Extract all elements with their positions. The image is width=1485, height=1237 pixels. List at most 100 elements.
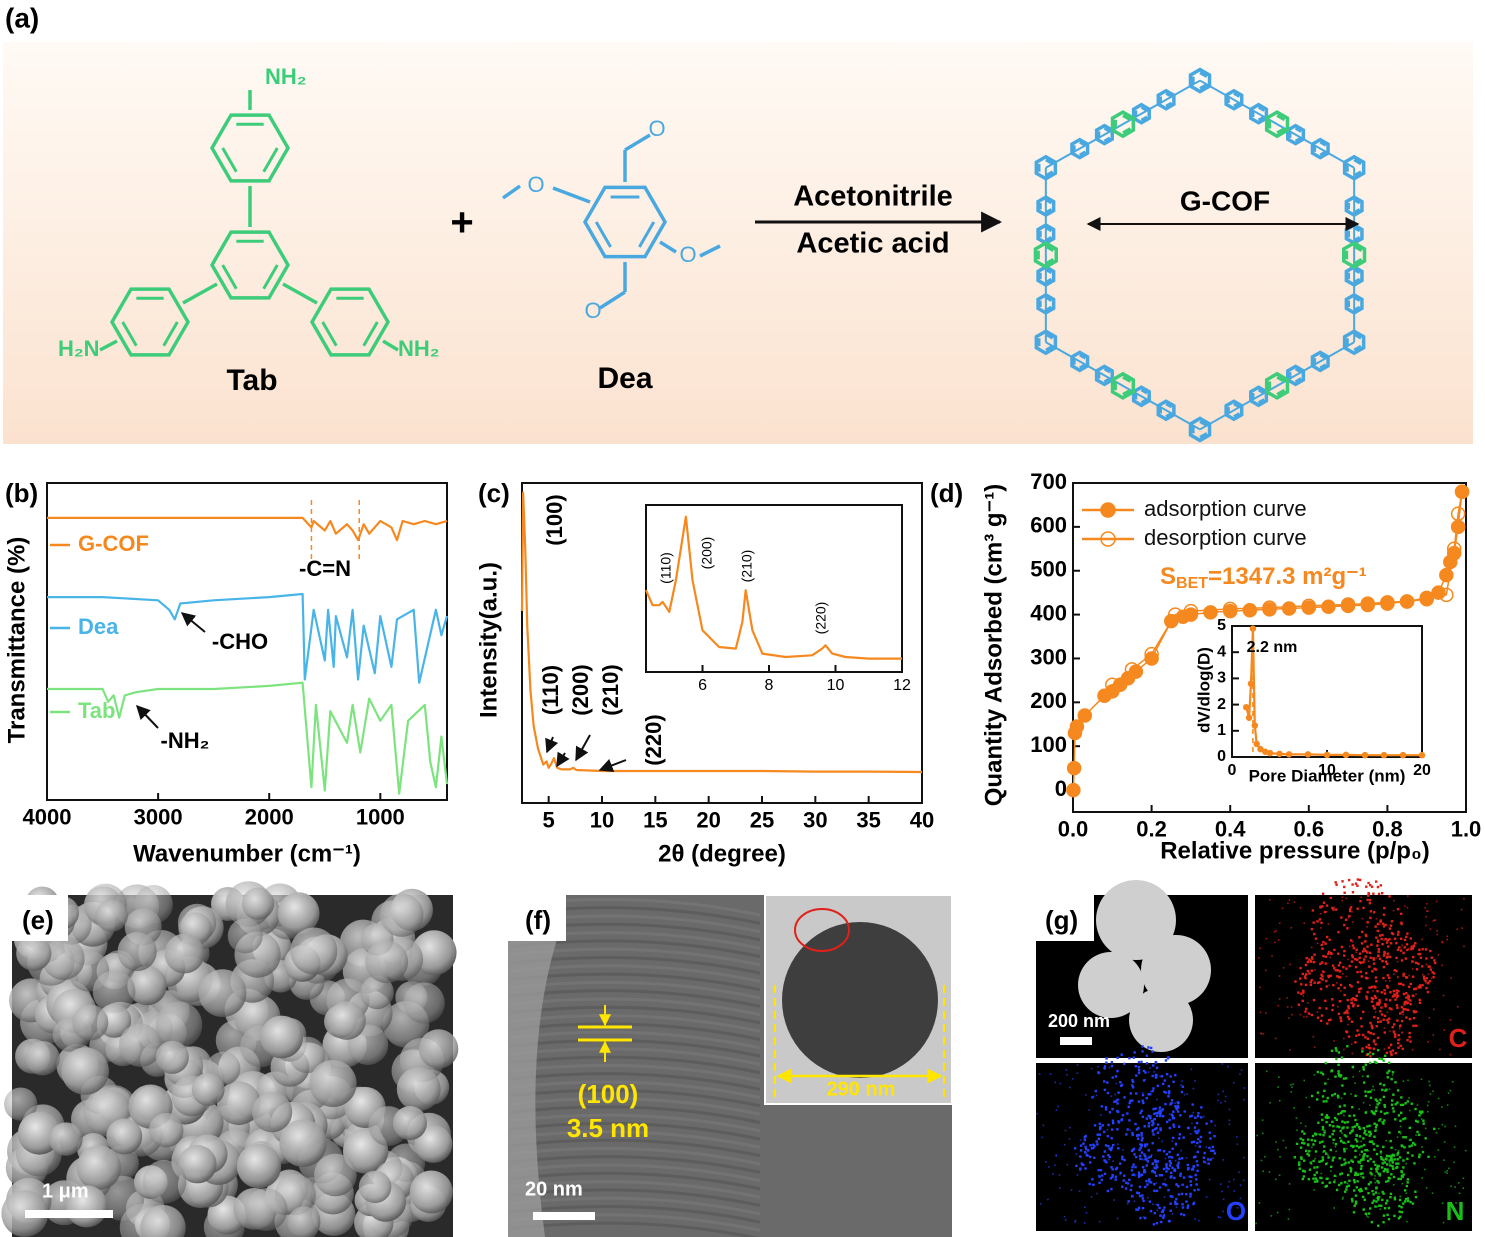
eds-dot	[1408, 1035, 1411, 1039]
ring	[1131, 102, 1151, 125]
data-point	[1340, 597, 1356, 612]
eds-noise	[1058, 1174, 1061, 1176]
eds-dot	[1131, 1079, 1134, 1082]
eds-dot	[1415, 1010, 1418, 1013]
sem-particle	[360, 975, 394, 1010]
eds-dot	[1364, 949, 1367, 953]
eds-dot	[1343, 1158, 1346, 1161]
eds-dot	[1402, 972, 1405, 976]
eds-noise	[1427, 910, 1429, 912]
eds-dot	[1354, 1171, 1357, 1175]
y-tick-label: 0	[1055, 776, 1067, 801]
eds-noise	[1156, 1209, 1159, 1212]
ring-bond	[1045, 258, 1055, 265]
eds-noise	[1183, 1093, 1186, 1096]
eds-dot	[1357, 1033, 1361, 1036]
eds-dot	[1368, 1140, 1372, 1143]
ring-bond	[1294, 136, 1302, 143]
eds-dot	[1119, 1171, 1122, 1175]
eds-dot	[1319, 977, 1323, 980]
eds-dot	[1146, 1183, 1149, 1186]
sem-particle	[403, 982, 445, 1024]
eds-noise	[1351, 1052, 1354, 1055]
ring-bond	[1276, 127, 1286, 135]
eds-dot	[1091, 1146, 1095, 1150]
eds-dot	[1200, 1116, 1203, 1119]
eds-dot	[1395, 1162, 1398, 1165]
eds-dot	[1381, 933, 1384, 937]
eds-noise	[1228, 1108, 1231, 1111]
eds-dot	[1367, 1030, 1370, 1034]
eds-dot	[1096, 1133, 1099, 1136]
eds-dot	[1403, 1000, 1407, 1004]
eds-noise	[1063, 1143, 1066, 1146]
eds-dot	[1403, 946, 1406, 949]
eds-noise	[1153, 1071, 1156, 1073]
eds-noise	[1149, 1067, 1151, 1069]
eds-dot	[1298, 1167, 1301, 1170]
eds-dot	[1381, 922, 1385, 925]
eds-dot	[1170, 1171, 1173, 1175]
eds-noise	[1340, 1097, 1343, 1100]
eds-dot	[1408, 1031, 1411, 1035]
eds-dot	[1100, 1174, 1104, 1177]
eds-noise	[1264, 1012, 1267, 1014]
eds-dot	[1155, 1189, 1159, 1193]
eds-dot	[1360, 961, 1363, 965]
eds-dot	[1170, 1099, 1174, 1102]
eds-dot	[1418, 1110, 1422, 1114]
eds-dot	[1305, 1149, 1308, 1153]
eds-dot	[1343, 923, 1346, 927]
eds-dot	[1322, 970, 1325, 974]
eds-dot	[1319, 1176, 1322, 1180]
legend-marker	[1100, 531, 1116, 547]
data-point	[1251, 722, 1259, 729]
eds-dot	[1386, 986, 1389, 989]
eds-dot	[1379, 884, 1383, 887]
eds-noise	[1197, 1219, 1200, 1222]
data-point	[1183, 607, 1199, 622]
eds-noise	[1429, 928, 1432, 930]
eds-dot	[1310, 1013, 1314, 1017]
eds-dot	[1192, 1140, 1196, 1143]
eds-dot	[1172, 1080, 1175, 1084]
eds-dot	[1155, 1114, 1159, 1118]
eds-noise	[1431, 1192, 1434, 1194]
eds-dot	[1364, 940, 1367, 943]
eds-noise	[1354, 1082, 1356, 1084]
eds-noise	[1412, 961, 1415, 963]
eds-dot	[1346, 1009, 1349, 1012]
y-tick-label: 400	[1030, 600, 1067, 625]
eds-dot	[1325, 1100, 1328, 1103]
plot-frame	[521, 482, 923, 804]
bond	[282, 282, 318, 305]
eds-dot	[1362, 1208, 1365, 1211]
eds-dot	[1412, 994, 1415, 998]
eds-dot	[1121, 1155, 1124, 1158]
eds-dot	[1398, 1198, 1402, 1202]
eds-dot	[1079, 1144, 1083, 1147]
sem-particle	[216, 1081, 261, 1126]
eds-dot	[1195, 1183, 1198, 1186]
ring	[1156, 399, 1176, 422]
eds-dot	[1167, 1084, 1171, 1088]
eds-dot	[1137, 1126, 1140, 1130]
eds-noise	[1378, 923, 1381, 925]
eds-noise	[1404, 905, 1406, 907]
ring-bond	[1353, 236, 1361, 242]
eds-noise	[1345, 1147, 1348, 1150]
eds-dot	[1353, 1125, 1357, 1128]
eds-dot	[1313, 1166, 1316, 1169]
eds-noise	[1382, 959, 1385, 962]
eds-dot	[1160, 1109, 1163, 1112]
eds-noise	[1444, 1171, 1447, 1174]
eds-dot	[1320, 943, 1323, 947]
eds-dot	[1386, 938, 1389, 942]
eds-dot	[1318, 1006, 1321, 1010]
eds-noise	[1174, 1159, 1177, 1162]
eds-dot	[1337, 1063, 1340, 1067]
eds-dot	[1406, 1199, 1410, 1203]
particle	[1096, 880, 1176, 960]
eds-dot	[1365, 995, 1368, 998]
ring-bond	[1045, 226, 1053, 233]
